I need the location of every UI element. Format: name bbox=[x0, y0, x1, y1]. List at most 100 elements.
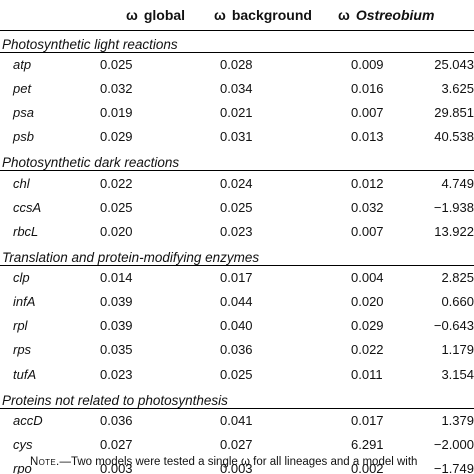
header-global: ω global bbox=[92, 0, 214, 31]
note-label: Note. bbox=[30, 456, 60, 468]
cell-background: 0.021 bbox=[220, 104, 253, 120]
cell-gene: pet bbox=[13, 80, 32, 96]
table-row: tufA 0.023 0.025 0.011 3.154 bbox=[0, 362, 474, 386]
cell-lrt: −1.749 bbox=[420, 456, 474, 474]
cell-ostreobium: 0.020 bbox=[351, 294, 384, 310]
table-body: Photosynthetic light reactions atp 0.025 0.… bbox=[0, 30, 474, 474]
table-row: chl 0.022 0.024 0.012 4.749 bbox=[0, 171, 474, 195]
header-gene bbox=[0, 0, 92, 31]
cell-lrt: 0.660 bbox=[441, 294, 474, 310]
cell-background: 0.025 bbox=[220, 366, 253, 382]
cell-ostreobium: 0.032 bbox=[351, 199, 384, 215]
cell-lrt: −2.000 bbox=[433, 437, 474, 453]
omega-symbol: ω bbox=[126, 6, 138, 23]
cell-lrt: 1.179 bbox=[441, 342, 474, 358]
table-row: clp 0.014 0.017 0.004 2.825 bbox=[0, 265, 474, 289]
cell-gene: rps bbox=[13, 342, 32, 358]
cell-gene: ccsA bbox=[13, 199, 42, 215]
cell-lrt: 40.538 bbox=[434, 129, 474, 145]
omega-symbol: ω bbox=[338, 6, 350, 23]
section-row: Photosynthetic dark reactions bbox=[0, 148, 474, 172]
cell-background: 0.031 bbox=[220, 129, 253, 145]
cell-global: 0.035 bbox=[100, 342, 133, 358]
table-row: cys 0.027 0.027 6.291 −2.000 bbox=[0, 432, 474, 456]
cell-ostreobium: 0.007 bbox=[351, 223, 384, 239]
cell-background: 0.023 bbox=[220, 223, 253, 239]
cell-gene: rbcL bbox=[13, 223, 39, 239]
cell-background: 0.003 bbox=[214, 456, 338, 474]
cell-ostreobium: 0.022 bbox=[351, 342, 384, 358]
cell-background: 0.036 bbox=[220, 342, 253, 358]
note-text: —Two models were tested a single ω for a… bbox=[59, 456, 418, 468]
cell-gene: chl bbox=[13, 175, 30, 191]
section-title: Proteins not related to photosynthesis bbox=[0, 386, 474, 409]
cell-global: 0.022 bbox=[100, 175, 133, 191]
cell-ostreobium: 0.004 bbox=[351, 270, 384, 286]
cell-global: 0.027 bbox=[100, 437, 133, 453]
table-row: rbcL 0.020 0.023 0.007 13.922 bbox=[0, 219, 474, 243]
cell-gene: tufA bbox=[13, 366, 37, 382]
cell-global: 0.025 bbox=[100, 199, 133, 215]
cell-lrt: 4.749 bbox=[441, 175, 474, 191]
table-row: pet 0.032 0.034 0.016 3.625 bbox=[0, 76, 474, 100]
cell-gene: rpo bbox=[0, 456, 92, 474]
section-row: Translation and protein-modifying enzyme… bbox=[0, 243, 474, 266]
cell-lrt: 3.625 bbox=[441, 80, 474, 96]
cell-global: 0.014 bbox=[100, 270, 133, 286]
header-ostreobium: ω Ostreobium bbox=[338, 0, 434, 31]
cell-global: 0.020 bbox=[100, 223, 133, 239]
cell-gene: cys bbox=[13, 437, 33, 453]
section-title: Photosynthetic dark reactions bbox=[0, 148, 474, 172]
section-row: Photosynthetic light reactions bbox=[0, 30, 474, 53]
table-row: rpo 0.003 0.003 0.002 −1.749 bbox=[0, 456, 474, 474]
cell-lrt: 1.379 bbox=[441, 413, 474, 429]
cell-gene: infA bbox=[13, 294, 36, 310]
cell-background: 0.034 bbox=[220, 80, 253, 96]
table-header: ω global ω background ω Ostreobium bbox=[0, 0, 474, 31]
table-row: rps 0.035 0.036 0.022 1.179 bbox=[0, 338, 474, 362]
cell-global: 0.032 bbox=[100, 80, 133, 96]
header-lrt bbox=[420, 0, 474, 31]
cell-global: 0.003 bbox=[92, 456, 214, 474]
table-row: psb 0.029 0.031 0.013 40.538 bbox=[0, 125, 474, 149]
cell-gene: clp bbox=[13, 270, 30, 286]
cell-background: 0.028 bbox=[220, 56, 253, 72]
table-row: accD 0.036 0.041 0.017 1.379 bbox=[0, 408, 474, 432]
cell-background: 0.024 bbox=[220, 175, 253, 191]
section-title: Translation and protein-modifying enzyme… bbox=[0, 243, 474, 266]
cell-lrt: 29.851 bbox=[434, 104, 474, 120]
cell-background: 0.044 bbox=[220, 294, 253, 310]
omega-symbol: ω bbox=[214, 6, 226, 23]
section-title: Photosynthetic light reactions bbox=[0, 30, 474, 53]
cell-global: 0.023 bbox=[100, 366, 133, 382]
cell-ostreobium: 0.007 bbox=[351, 104, 384, 120]
cell-ostreobium: 6.291 bbox=[351, 437, 384, 453]
section-row: Proteins not related to photosynthesis bbox=[0, 386, 474, 409]
table-row: infA 0.039 0.044 0.020 0.660 bbox=[0, 290, 474, 314]
cell-lrt: 25.043 bbox=[434, 56, 474, 72]
cell-ostreobium: 0.017 bbox=[351, 413, 384, 429]
cell-global: 0.025 bbox=[100, 56, 133, 72]
table-note: Note.—Two models were tested a single ω … bbox=[30, 456, 474, 468]
cell-ostreobium: 0.009 bbox=[351, 56, 384, 72]
cell-gene: rpl bbox=[13, 318, 28, 334]
header-background: ω background bbox=[214, 0, 338, 31]
cell-background: 0.027 bbox=[220, 437, 253, 453]
cell-ostreobium: 0.011 bbox=[351, 366, 383, 382]
cell-global: 0.019 bbox=[100, 104, 133, 120]
cell-background: 0.017 bbox=[220, 270, 253, 286]
table-row: ccsA 0.025 0.025 0.032 −1.938 bbox=[0, 195, 474, 219]
cell-global: 0.029 bbox=[100, 129, 133, 145]
cell-gene: psa bbox=[13, 104, 34, 120]
cell-global: 0.039 bbox=[100, 318, 133, 334]
cell-gene: psb bbox=[13, 129, 34, 145]
cell-lrt: −0.643 bbox=[433, 318, 474, 334]
cell-gene: accD bbox=[13, 413, 43, 429]
cell-ostreobium: 0.016 bbox=[351, 80, 384, 96]
cell-ostreobium: 0.012 bbox=[351, 175, 384, 191]
cell-global: 0.039 bbox=[100, 294, 133, 310]
cell-ostreobium: 0.013 bbox=[351, 129, 384, 145]
cell-lrt: −1.938 bbox=[433, 199, 474, 215]
table-row: atp 0.025 0.028 0.009 25.043 bbox=[0, 52, 474, 76]
